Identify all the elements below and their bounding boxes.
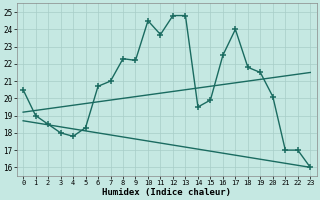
X-axis label: Humidex (Indice chaleur): Humidex (Indice chaleur) — [102, 188, 231, 197]
